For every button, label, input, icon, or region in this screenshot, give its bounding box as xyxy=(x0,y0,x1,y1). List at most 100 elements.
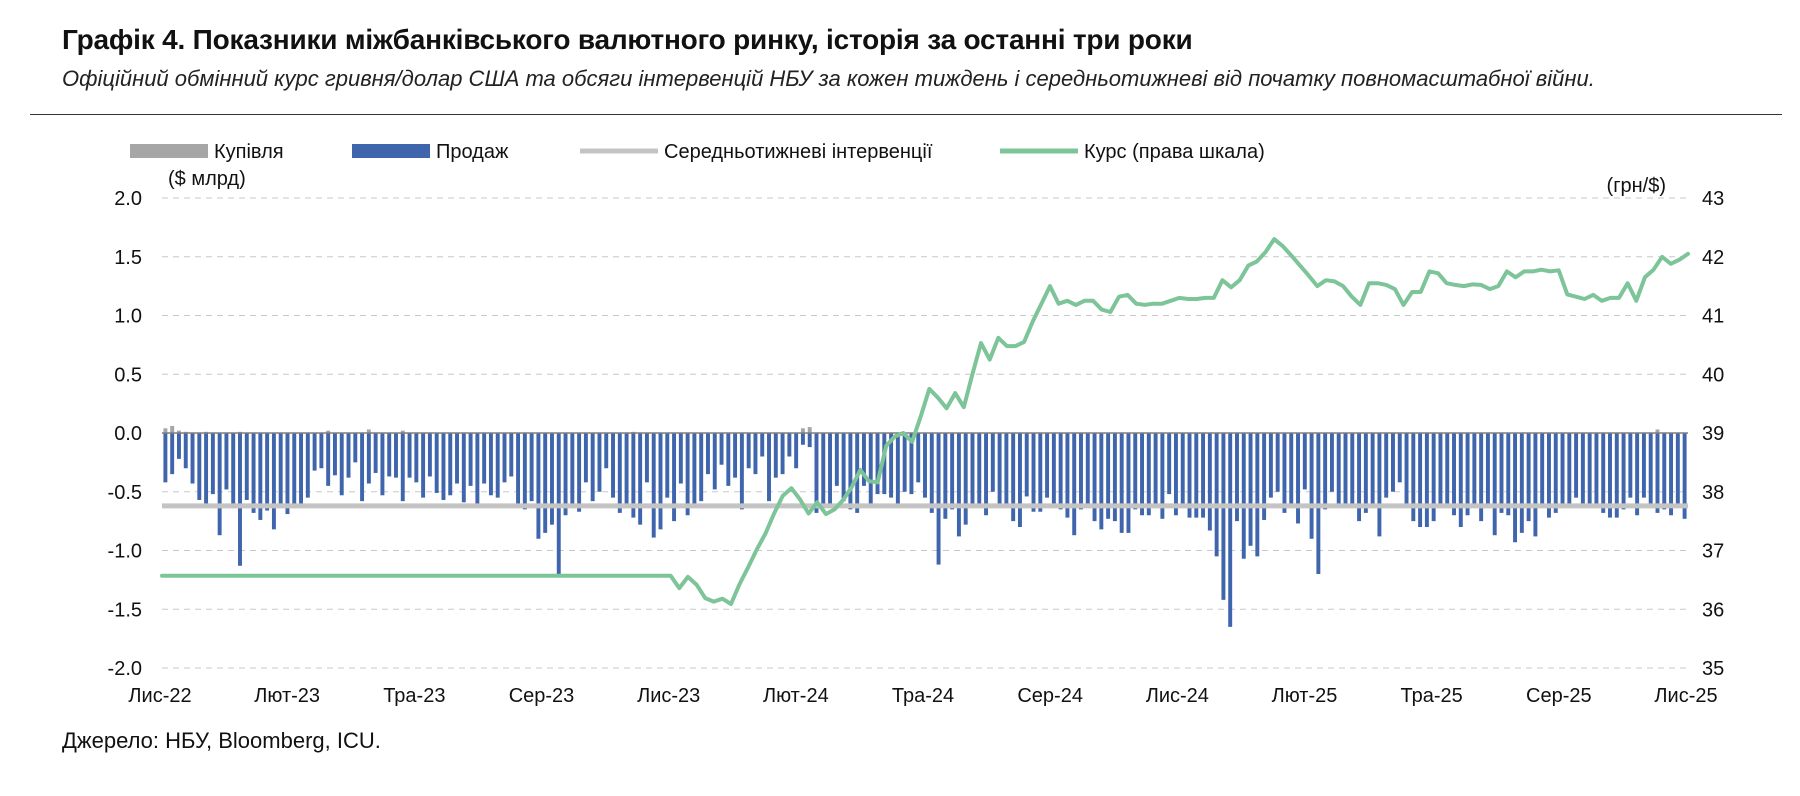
sell-bar xyxy=(522,433,527,510)
sell-bar xyxy=(1472,433,1477,506)
sell-bar xyxy=(482,433,487,484)
sell-bar xyxy=(1275,433,1280,492)
sell-bar xyxy=(550,433,554,525)
sell-bar xyxy=(1553,433,1558,513)
sell-bar xyxy=(1648,433,1653,506)
sell-bar xyxy=(638,433,643,525)
legend-label-buy: Купівля xyxy=(214,141,284,163)
sell-bar xyxy=(563,433,568,516)
y-left-tick: 0.5 xyxy=(114,364,142,386)
sell-bar xyxy=(624,433,629,504)
buy-bar xyxy=(170,425,175,433)
sell-bar xyxy=(1377,433,1382,537)
sell-bar xyxy=(1479,433,1484,522)
y-left-unit: ($ млрд) xyxy=(168,168,246,190)
sell-bar xyxy=(1207,433,1212,531)
y-right-unit: (грн/$) xyxy=(1607,175,1666,197)
sell-bar xyxy=(1180,433,1185,506)
sell-bar xyxy=(1635,433,1640,516)
chart: Купівля Продаж Середньотижневі інтервенції… xyxy=(108,141,1725,707)
sell-bar xyxy=(807,433,812,448)
sell-bar xyxy=(305,433,310,498)
sell-bar xyxy=(265,433,270,511)
legend-swatch-buy xyxy=(130,144,208,158)
sell-bar xyxy=(658,433,663,530)
sell-bar xyxy=(516,433,521,504)
sell-bar xyxy=(631,433,636,518)
sell-bar xyxy=(692,433,697,504)
sell-bar xyxy=(1133,433,1138,510)
sell-bar xyxy=(271,433,276,530)
sell-bar xyxy=(312,433,317,471)
sell-bar xyxy=(1309,433,1314,539)
sell-bar xyxy=(1411,433,1416,522)
buy-bar xyxy=(326,430,331,433)
sell-bar xyxy=(434,433,439,493)
sell-bar xyxy=(1004,433,1009,506)
sell-bar xyxy=(1336,433,1341,506)
sell-bar xyxy=(1255,433,1260,557)
sell-bar xyxy=(346,433,351,478)
sell-bar xyxy=(970,433,975,506)
sell-bar xyxy=(936,433,941,565)
sell-bar xyxy=(923,433,927,498)
sell-bar xyxy=(1140,433,1144,516)
sell-bar xyxy=(251,433,256,513)
sell-bar xyxy=(441,433,446,500)
sell-bar xyxy=(828,433,833,504)
y-right-axis: 43 42 41 40 39 38 37 36 35 xyxy=(1702,188,1724,680)
sell-bar xyxy=(733,433,738,478)
sell-bar xyxy=(1323,433,1328,510)
sell-bar xyxy=(1431,433,1436,522)
buy-bar xyxy=(807,427,812,433)
buy-bar xyxy=(800,428,805,433)
sell-bar xyxy=(1587,433,1592,504)
sell-bar xyxy=(543,433,548,533)
y-left-tick: -1.0 xyxy=(108,541,142,563)
sell-bar xyxy=(814,433,819,513)
x-tick-label: Лис-25 xyxy=(1654,685,1717,707)
legend-label-avg: Середньотижневі інтервенції xyxy=(664,141,933,163)
sell-bar xyxy=(685,433,690,516)
sell-bar xyxy=(1228,433,1233,627)
sell-bar xyxy=(224,433,229,490)
exchange-rate-line xyxy=(160,237,1690,606)
sell-bar xyxy=(1397,433,1402,483)
sell-bar xyxy=(1384,433,1389,498)
sell-bar xyxy=(1051,433,1056,504)
sell-bar xyxy=(1567,433,1572,504)
sell-bar xyxy=(1492,433,1497,536)
sell-bar xyxy=(1031,433,1036,512)
x-tick-label: Лис-24 xyxy=(1146,685,1209,707)
y-right-tick: 35 xyxy=(1702,658,1724,680)
x-axis: Лис-22 Лют-23 Тра-23 Сер-23 Лис-23 Лют-24 Тра-… xyxy=(128,685,1717,707)
sell-bar xyxy=(1608,433,1612,518)
x-tick-label: Сер-25 xyxy=(1526,685,1592,707)
sell-bar xyxy=(1112,433,1117,522)
sell-bar xyxy=(767,433,771,502)
sell-bar xyxy=(611,433,615,498)
sell-bar xyxy=(719,433,724,465)
sell-bar xyxy=(353,433,358,463)
sell-bar xyxy=(204,433,209,504)
buy-bar xyxy=(366,429,371,433)
x-tick-label: Лют-24 xyxy=(763,685,829,707)
sell-bar xyxy=(1546,433,1551,518)
x-tick-label: Тра-23 xyxy=(383,685,445,707)
sell-bar xyxy=(1357,433,1362,522)
sell-bar xyxy=(1513,433,1518,543)
sell-bar xyxy=(488,433,493,496)
chart-title: Графік 4. Показники міжбанківського валю… xyxy=(62,24,1193,55)
sell-bar xyxy=(1072,433,1077,536)
sell-bar xyxy=(1669,433,1674,516)
y-left-tick: -2.0 xyxy=(108,658,142,680)
y-left-tick: 1.0 xyxy=(114,306,142,328)
sell-bar xyxy=(210,433,215,495)
sell-bar xyxy=(1099,433,1104,530)
sell-bar xyxy=(197,433,202,500)
sell-bar xyxy=(1058,433,1063,510)
sell-bar xyxy=(787,433,792,457)
y-left-tick: -1.5 xyxy=(108,599,142,621)
sell-bar xyxy=(407,433,412,478)
x-tick-label: Лют-25 xyxy=(1272,685,1338,707)
